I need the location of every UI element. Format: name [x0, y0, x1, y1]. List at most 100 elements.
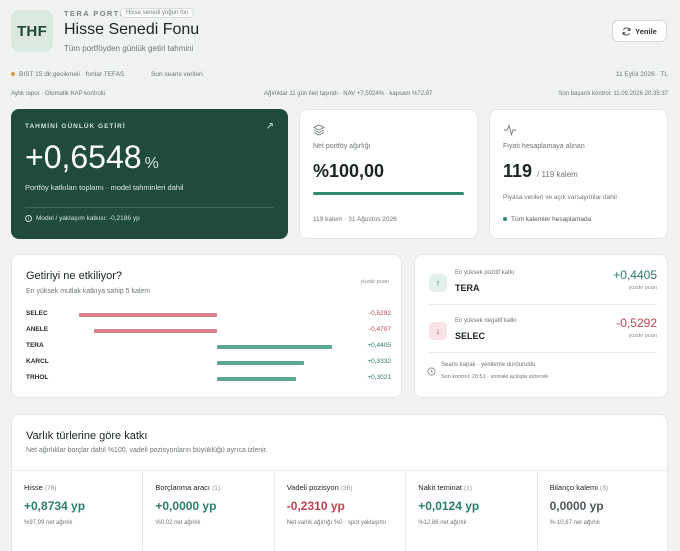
driver-bar [79, 313, 217, 317]
asset-count: (78) [44, 485, 57, 492]
priced-items-note: Piyasa verileri ve açık varsayımlar dahi… [503, 194, 617, 201]
top-negative-value: -0,5292 [616, 316, 657, 330]
asset-subtitle: Net ağırlıklar borçlar dahil %100, vadel… [26, 447, 268, 454]
delay-text: BIST 15 dk gecikmeli · fonlar TEFAS [19, 71, 125, 78]
percent-unit: % [144, 155, 159, 172]
asset-name: Bilanço kalemi (3) [550, 483, 608, 492]
asset-name: Nakit teminat (1) [418, 483, 472, 492]
net-weight-footer: 119 kalem · 31 Ağustos 2026 [313, 216, 397, 223]
estimated-return-card[interactable]: TAHMİNİ GÜNLÜK GETİRİ ↗ +0,6548% Portföy… [11, 109, 288, 239]
driver-row[interactable]: TRHOL +0,3021 [26, 374, 391, 384]
top-negative-label: En yüksek negatif katkı [455, 318, 517, 324]
asset-column[interactable]: Nakit teminat (1) +0,0124 yp %12,86 net ağ… [406, 471, 538, 551]
driver-name: ANELE [26, 326, 49, 333]
driver-name: KARCL [26, 358, 49, 365]
driver-value: +0,3021 [367, 374, 391, 381]
page-subtitle: Tüm portföyden günlük getiri tahmini [64, 44, 194, 53]
fund-type-badge: Hisse senedi yoğun fon [120, 8, 195, 18]
top-positive-value: +0,4405 [613, 268, 657, 282]
top-positive-name: TERA [455, 283, 480, 293]
driver-value: -0,5292 [368, 310, 391, 317]
priced-items-value: 119 / 119 kalem [503, 161, 578, 182]
asset-count: (1) [212, 485, 221, 492]
driver-bar [94, 329, 217, 333]
session-text: Son seans verileri [151, 71, 203, 78]
layers-icon [313, 124, 325, 136]
asset-count: (1) [464, 485, 473, 492]
asset-value: 0,0000 yp [549, 499, 604, 513]
top-negative-name: SELEC [455, 331, 486, 341]
driver-value: +0,3332 [367, 358, 391, 365]
top-positive-unit: yüzde puan [628, 285, 657, 291]
priced-items-label: Fiyatı hesaplamaya alınan [503, 143, 585, 150]
asset-column[interactable]: Hisse (78) +0,8734 yp %97,99 net ağırlık [12, 471, 144, 551]
asset-column[interactable]: Borçlanma aracı (1) +0,0000 yp %0,02 net a… [143, 471, 275, 551]
asset-name: Borçlanma aracı (1) [155, 483, 220, 492]
net-weight-card: Net portföy ağırlığı %100,00 119 kalem ·… [299, 109, 478, 239]
driver-bar [217, 345, 332, 349]
asset-title: Varlık türlerine göre katkı [26, 430, 148, 442]
info-bar: Aylık rapor · Otomatik KAP kontrolü Ağır… [11, 91, 668, 101]
weights-text: Ağırlıklar 11 gün ileri taşındı · NAV +7… [264, 91, 433, 97]
model-contribution-text: Model / yaklaşım katkısı: -0,2186 yp [36, 215, 140, 222]
drivers-title: Getiriyi ne etkiliyor? [26, 270, 122, 282]
date-text: 11 Eylül 2026 · TL [615, 71, 668, 78]
estimated-return-value: +0,6548% [25, 139, 159, 176]
asset-name-text: Hisse [24, 483, 43, 492]
asset-name: Hisse (78) [24, 483, 56, 492]
driver-name: TERA [26, 342, 44, 349]
asset-weight: %0,02 net ağırlık [155, 520, 201, 526]
driver-row[interactable]: ANELE -0,4707 [26, 326, 391, 336]
return-drivers-card: Getiriyi ne etkiliyor? En yüksek mutlak … [11, 254, 402, 398]
net-weight-value: %100,00 [313, 161, 385, 181]
arrow-down-icon: ↓ [429, 322, 447, 340]
refresh-button[interactable]: Yenile [612, 20, 667, 42]
refresh-icon [622, 26, 631, 36]
asset-name-text: Bilanço kalemi [549, 483, 598, 492]
asset-columns: Hisse (78) +0,8734 yp %97,99 net ağırlık Bo… [12, 470, 669, 551]
asset-count: (36) [340, 485, 353, 492]
top-negative-unit: yüzde puan [628, 333, 657, 339]
asset-weight: %97,99 net ağırlık [24, 520, 73, 526]
arrow-up-icon: ↑ [429, 274, 447, 292]
asset-name-text: Nakit teminat [418, 483, 462, 492]
total-count: / 119 kalem [537, 170, 578, 179]
priced-items-status: Tüm kalemler hesaplamada [503, 216, 591, 223]
asset-column[interactable]: Vadeli pozisyon (36) -0,2310 yp Net varlık… [275, 471, 407, 551]
net-weight-bar [313, 192, 464, 195]
driver-name: TRHOL [26, 374, 49, 381]
driver-row[interactable]: SELEC -0,5292 [26, 310, 391, 320]
page-header: THF TERA PORTFÖY Hisse senedi yoğun fon … [0, 0, 680, 60]
info-icon: i [25, 215, 32, 222]
status-text: Tüm kalemler hesaplamada [511, 216, 592, 223]
driver-row[interactable]: TERA +0,4405 [26, 342, 391, 352]
asset-name-text: Borçlanma aracı [155, 483, 210, 492]
divider [427, 304, 657, 305]
top-negative-row[interactable]: ↓ En yüksek negatif katkı SELEC -0,5292 … [427, 314, 657, 352]
drivers-subtitle: En yüksek mutlak katkıya sahip 5 kalem [26, 288, 151, 295]
session-detail: Son kontrol: 20:51 · sonraki açılışta sü… [441, 374, 548, 380]
page-title: Hisse Senedi Fonu [64, 21, 200, 38]
net-weight-label: Net portföy ağırlığı [313, 143, 371, 150]
divider [427, 352, 657, 353]
asset-count: (3) [600, 485, 608, 492]
report-text: Aylık rapor · Otomatik KAP kontrolü [11, 91, 106, 97]
top-contributors-card: ↑ En yüksek pozitif katkı TERA +0,4405 y… [414, 254, 668, 398]
asset-value: +0,0000 yp [155, 499, 217, 513]
estimated-return-subtitle: Portföy katkıları toplamı · model tahmin… [25, 183, 184, 192]
expand-arrow-icon[interactable]: ↗ [265, 121, 274, 132]
top-positive-label: En yüksek pozitif katkı [455, 270, 515, 276]
session-status: Seans kapalı · yenileme durduruldu [441, 362, 536, 368]
top-positive-row[interactable]: ↑ En yüksek pozitif katkı TERA +0,4405 y… [427, 266, 657, 304]
driver-bar [217, 377, 296, 381]
asset-weight: %-10,87 net ağırlık [549, 520, 600, 526]
priced-count: 119 [503, 161, 533, 181]
priced-items-card: Fiyatı hesaplamaya alınan 119 / 119 kale… [489, 109, 668, 239]
asset-weight: %12,86 net ağırlık [418, 520, 467, 526]
status-bar: BIST 15 dk gecikmeli · fonlar TEFAS Son … [11, 71, 668, 81]
driver-bar [217, 361, 304, 365]
asset-column[interactable]: Bilanço kalemi (3) 0,0000 yp %-10,87 net a… [538, 471, 669, 551]
driver-row[interactable]: KARCL +0,3332 [26, 358, 391, 368]
driver-value: +0,4405 [367, 342, 391, 349]
asset-type-card: Varlık türlerine göre katkı Net ağırlıkl… [11, 414, 669, 551]
